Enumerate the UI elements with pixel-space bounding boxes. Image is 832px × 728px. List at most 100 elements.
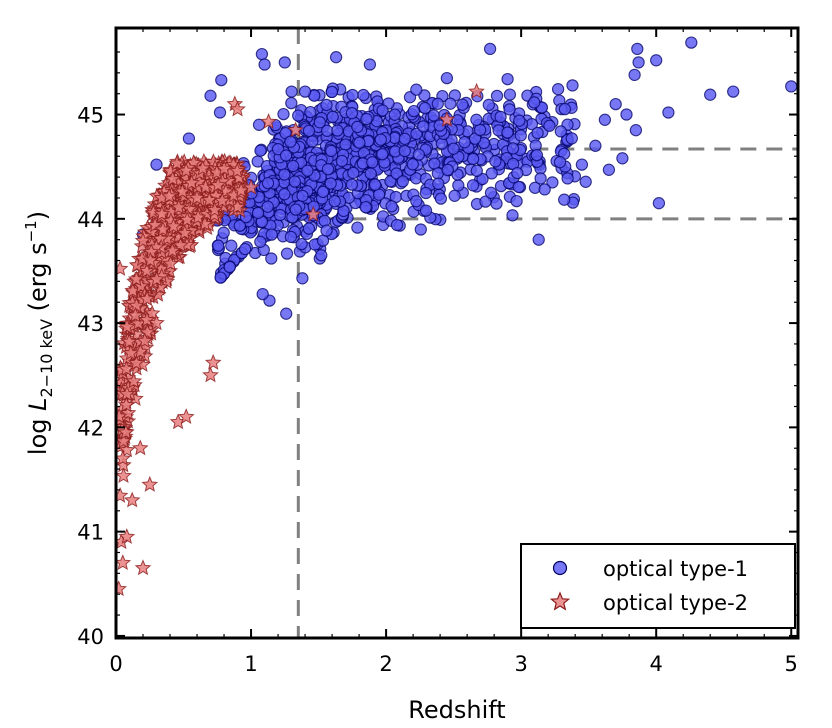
type-2-point [116,554,132,571]
type-1-point [265,228,278,241]
type-1-point [296,272,309,285]
type-1-point [485,167,498,180]
legend-label-type-2: optical type-2 [603,591,748,615]
type-1-point [204,89,217,102]
type-1-point [320,224,333,237]
type-1-point [345,178,359,191]
x-tick-label: 3 [514,652,527,676]
type-1-point [280,307,293,320]
y-tick-label: 45 [77,104,104,128]
legend-box [520,543,796,629]
type-1-point [407,104,421,118]
type-1-point [538,183,551,196]
type-1-point [662,106,675,119]
type-2-point [125,372,143,389]
y-axis-label-symbol: L [24,398,52,411]
type-1-point [277,107,290,121]
type-1-point [214,271,227,284]
type-1-point [427,109,440,122]
type-2-point [174,182,191,199]
type-1-point [447,142,460,155]
type-1-point [620,108,633,121]
type-1-point [261,200,274,213]
type-1-point [374,133,387,146]
type-1-point [298,85,312,98]
type-1-point [528,96,541,109]
type-1-point [376,147,389,161]
type-2-point [127,270,145,287]
type-1-point [215,73,228,87]
type-1-point [506,142,520,155]
type-1-point [434,192,448,205]
type-2-point [228,162,246,179]
type-1-point [598,113,612,126]
type-1-point [432,177,445,190]
type-1-point [490,197,503,210]
type-1-point [441,163,454,177]
type-1-point [531,126,544,140]
type-1-point [417,120,430,133]
type-1-point [511,166,524,180]
type-1-point [418,101,432,115]
type-2-point [168,154,186,171]
type-1-point [506,209,519,222]
type-1-point [727,85,740,98]
type-1-point [182,132,196,145]
type-2-point [116,260,129,276]
type-1-point [256,287,269,301]
type-2-point [128,297,145,313]
type-1-point [473,123,487,137]
type-2-point [132,343,149,359]
type-1-point [254,144,267,157]
legend-marker-type-1 [552,560,568,576]
type-1-point [279,149,293,162]
type-1-point [396,175,409,188]
type-1-point [470,113,483,126]
type-1-point [296,189,309,203]
type-2-point [304,205,322,222]
type-1-point [575,158,589,171]
type-1-point [321,163,335,176]
type-2-point [153,205,171,222]
type-1-point [366,156,379,169]
type-2-point [116,407,128,424]
x-tick-label: 5 [785,652,798,676]
type-1-point [258,58,271,71]
type-1-point [632,56,645,69]
type-1-point [503,103,516,116]
type-1-point [285,96,298,110]
type-2-point [118,318,136,335]
type-1-point [295,237,308,251]
type-1-point [410,195,423,208]
x-tick-label: 4 [650,652,663,676]
type-2-point [117,396,135,413]
type-1-point [448,189,461,202]
type-1-point [534,172,547,185]
type-1-point [347,166,360,180]
type-1-point [280,247,294,260]
type-1-point [335,154,349,168]
type-1-point [345,107,359,120]
type-1-point [419,204,433,217]
type-1-point [292,109,305,122]
type-1-point [360,112,373,126]
type-1-point [553,156,567,169]
type-1-point [284,230,298,244]
type-1-point [566,79,579,92]
type-1-point [238,242,252,256]
type-2-point [116,432,132,449]
type-1-point [484,186,498,199]
type-1-point [278,168,291,181]
type-2-point [148,314,165,331]
type-1-point [431,97,444,110]
type-2-point [138,311,156,328]
type-2-point [118,528,136,544]
type-2-point [170,198,188,215]
type-1-point [390,218,404,232]
type-1-point [558,102,572,116]
type-1-point [629,124,643,137]
type-1-point [398,132,411,145]
type-1-point [616,152,629,165]
y-axis-label: log L2−10 keV (erg s−1) [22,211,56,455]
type-1-point [351,120,364,134]
